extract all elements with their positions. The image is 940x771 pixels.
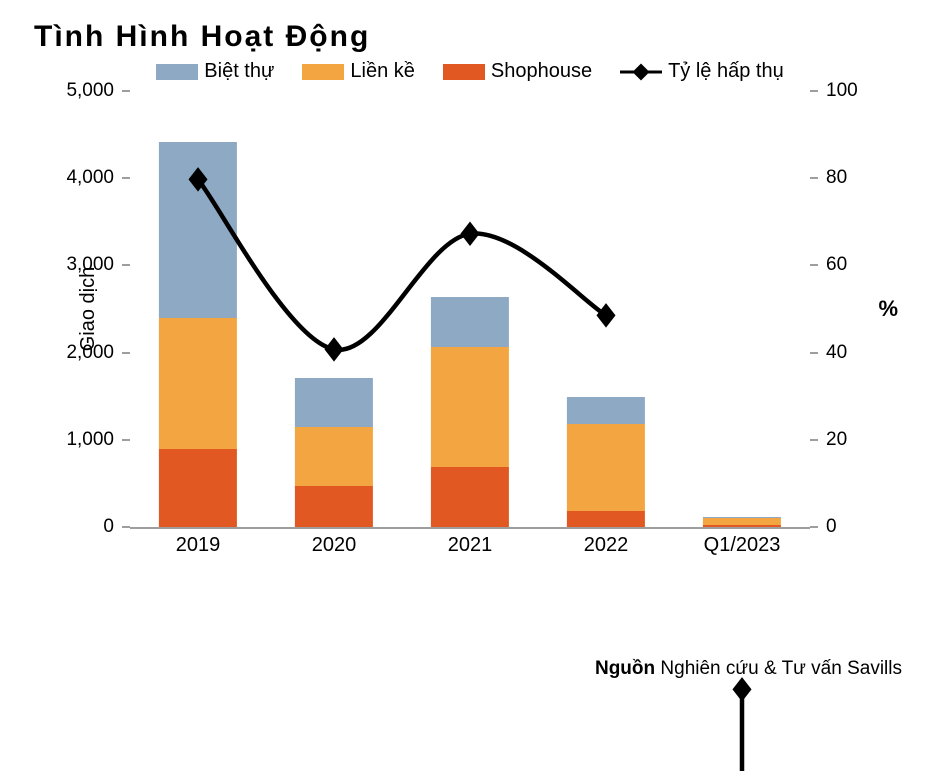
- absorption-marker-diamond: [324, 337, 343, 361]
- legend-label-absorption: Tỷ lệ hấp thụ: [668, 60, 784, 83]
- chart-title: Tình Hình Hoạt Động: [34, 20, 910, 54]
- swatch-bietthu: [156, 64, 198, 80]
- y-left-tick: [122, 264, 130, 266]
- plot-region: Giao dịch % 01,0002,0003,0004,0005,00002…: [130, 91, 810, 529]
- legend-item-shophouse: Shophouse: [443, 60, 592, 83]
- source-citation: Nguồn Nghiên cứu & Tư vấn Savills: [595, 658, 902, 680]
- legend: Biệt thự Liền kề Shophouse Tỷ lệ hấp thụ: [30, 60, 910, 83]
- y-right-tick: [810, 439, 818, 441]
- y-right-tick: [810, 177, 818, 179]
- legend-item-absorption-rate: Tỷ lệ hấp thụ: [620, 60, 784, 83]
- y-left-tick-label: 5,000: [66, 80, 114, 102]
- x-tick-label: 2022: [584, 534, 629, 557]
- x-tick-label: 2019: [176, 534, 221, 557]
- x-tick-label: 2021: [448, 534, 493, 557]
- y-right-tick-label: 100: [826, 80, 858, 102]
- y-left-tick: [122, 439, 130, 441]
- legend-line-marker: [620, 64, 662, 80]
- y-right-tick-label: 80: [826, 167, 847, 189]
- absorption-line: [198, 179, 606, 349]
- y-left-axis-title: Giao dịch: [77, 267, 100, 352]
- y-right-tick-label: 40: [826, 342, 847, 364]
- absorption-marker-diamond: [732, 677, 751, 701]
- y-left-tick-label: 0: [103, 516, 114, 538]
- legend-label-shophouse: Shophouse: [491, 60, 592, 83]
- y-right-tick: [810, 90, 818, 92]
- x-tick-label: 2020: [312, 534, 357, 557]
- y-right-axis-title: %: [878, 296, 898, 322]
- y-right-tick: [810, 526, 818, 528]
- y-right-tick-label: 60: [826, 254, 847, 276]
- y-right-tick-label: 0: [826, 516, 837, 538]
- swatch-shophouse: [443, 64, 485, 80]
- legend-label-bietthu: Biệt thự: [204, 60, 274, 83]
- y-left-tick-label: 4,000: [66, 167, 114, 189]
- y-left-tick: [122, 526, 130, 528]
- y-left-tick: [122, 90, 130, 92]
- y-right-tick: [810, 352, 818, 354]
- legend-item-lienke: Liền kề: [302, 60, 415, 83]
- legend-label-lienke: Liền kề: [350, 60, 415, 83]
- y-left-tick-label: 2,000: [66, 342, 114, 364]
- absorption-marker-diamond: [460, 222, 479, 246]
- y-left-tick: [122, 177, 130, 179]
- y-right-tick-label: 20: [826, 429, 847, 451]
- y-right-tick: [810, 264, 818, 266]
- x-tick-label: Q1/2023: [704, 534, 781, 557]
- y-left-tick-label: 3,000: [66, 254, 114, 276]
- chart-container: Tình Hình Hoạt Động Biệt thự Liền kề Sho…: [0, 0, 940, 702]
- source-text: Nghiên cứu & Tư vấn Savills: [660, 658, 902, 679]
- y-left-tick-label: 1,000: [66, 429, 114, 451]
- legend-item-bietthu: Biệt thự: [156, 60, 274, 83]
- source-prefix: Nguồn: [595, 658, 655, 679]
- chart-area: Giao dịch % 01,0002,0003,0004,0005,00002…: [130, 91, 810, 561]
- absorption-marker-diamond: [596, 303, 615, 327]
- y-left-tick: [122, 352, 130, 354]
- swatch-lienke: [302, 64, 344, 80]
